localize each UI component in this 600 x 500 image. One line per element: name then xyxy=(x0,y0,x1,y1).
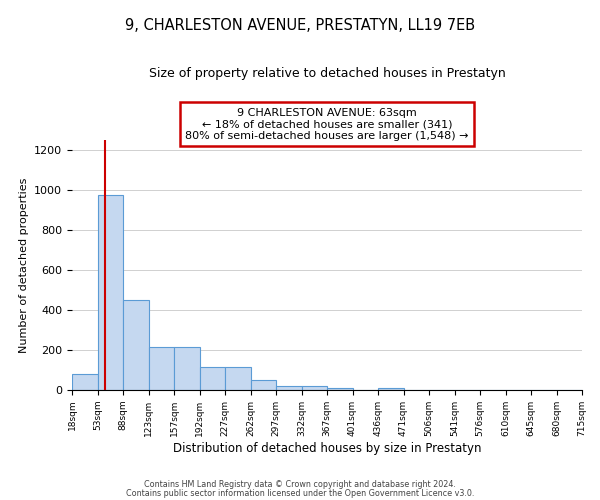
Text: 9, CHARLESTON AVENUE, PRESTATYN, LL19 7EB: 9, CHARLESTON AVENUE, PRESTATYN, LL19 7E… xyxy=(125,18,475,32)
Bar xyxy=(302,386,327,390)
Text: Contains HM Land Registry data © Crown copyright and database right 2024.: Contains HM Land Registry data © Crown c… xyxy=(144,480,456,489)
Bar xyxy=(174,347,199,390)
Y-axis label: Number of detached properties: Number of detached properties xyxy=(19,178,29,352)
Bar xyxy=(149,347,174,390)
Title: Size of property relative to detached houses in Prestatyn: Size of property relative to detached ho… xyxy=(149,68,505,80)
Bar xyxy=(378,388,404,390)
Bar xyxy=(72,374,97,390)
X-axis label: Distribution of detached houses by size in Prestatyn: Distribution of detached houses by size … xyxy=(173,442,481,454)
Bar xyxy=(251,380,276,390)
Bar xyxy=(276,386,302,390)
Text: 9 CHARLESTON AVENUE: 63sqm
← 18% of detached houses are smaller (341)
80% of sem: 9 CHARLESTON AVENUE: 63sqm ← 18% of deta… xyxy=(185,108,469,140)
Bar xyxy=(225,367,251,390)
Bar xyxy=(327,388,353,390)
Bar xyxy=(123,300,149,390)
Bar xyxy=(199,367,225,390)
Text: Contains public sector information licensed under the Open Government Licence v3: Contains public sector information licen… xyxy=(126,489,474,498)
Bar xyxy=(97,195,123,390)
